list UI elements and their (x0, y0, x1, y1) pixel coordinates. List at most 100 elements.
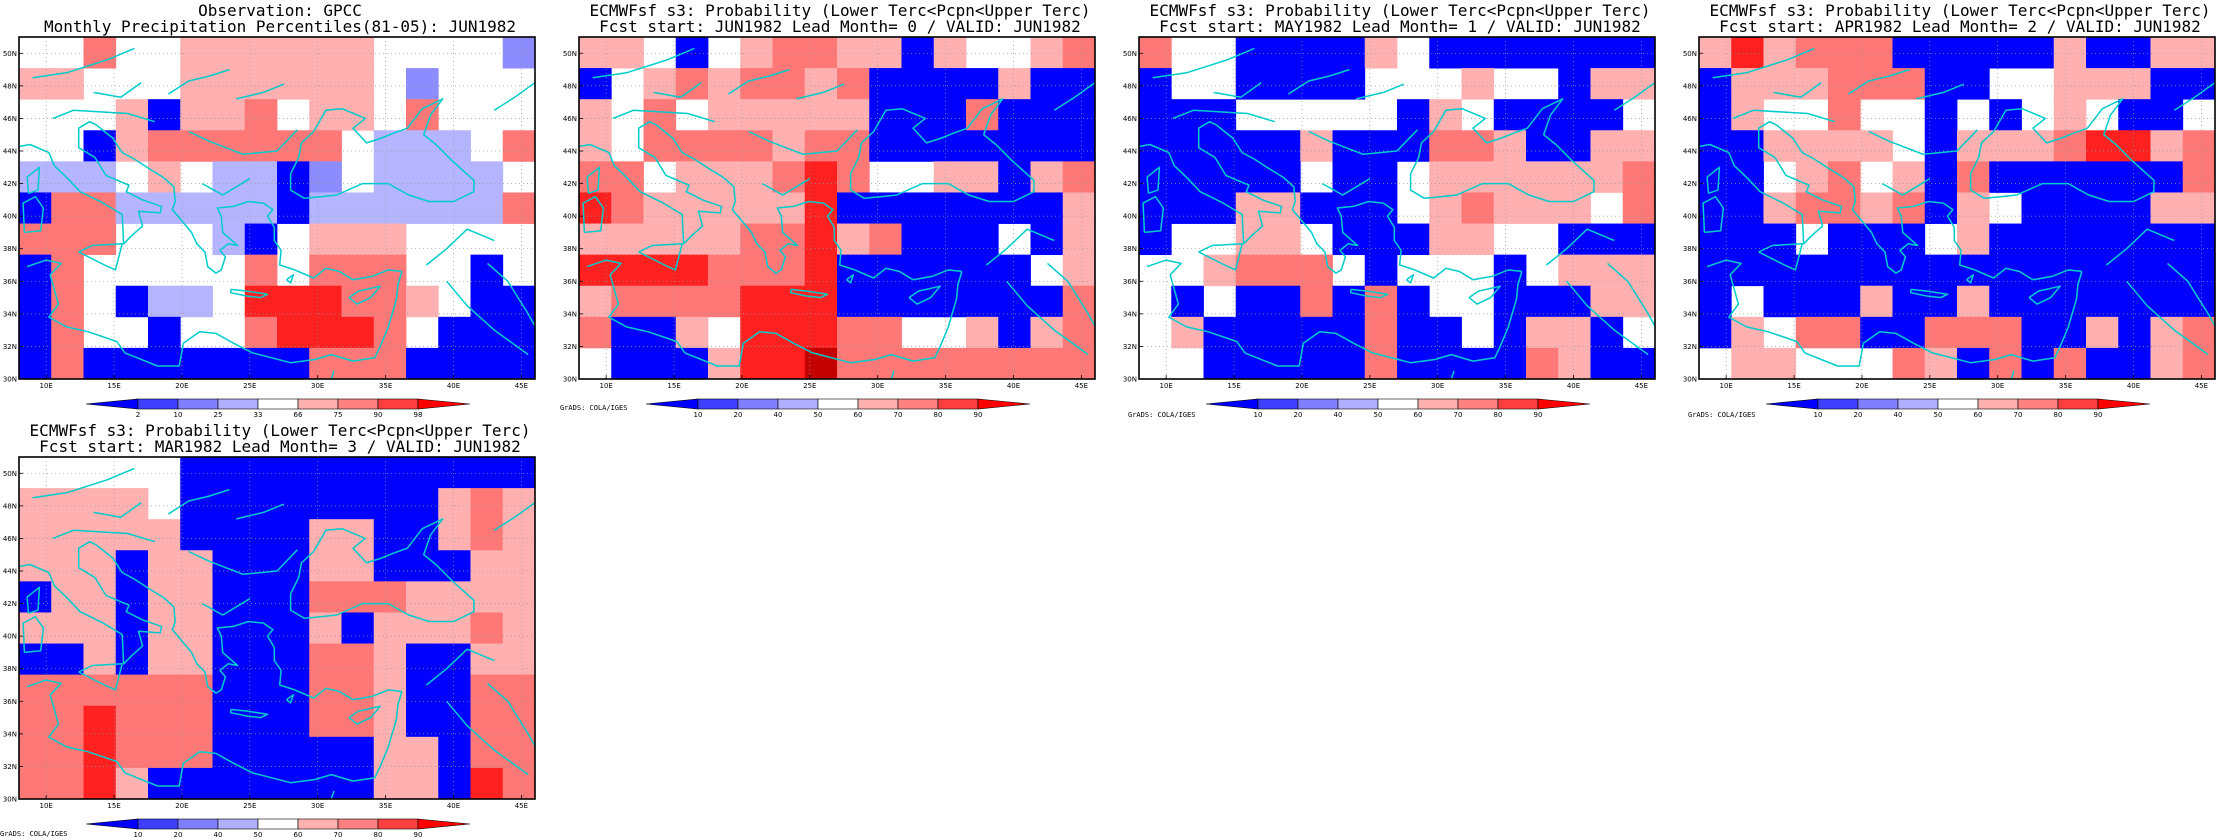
grid-cell (1300, 347, 1333, 380)
grid-cell (1062, 285, 1096, 318)
grid-cell (309, 316, 342, 349)
grid-cell (740, 223, 773, 256)
coastline (790, 288, 829, 299)
grid-cell (1062, 130, 1096, 162)
grid-cell (438, 161, 471, 193)
grid-cell (1332, 316, 1366, 349)
grid-cell (1268, 192, 1301, 224)
grid-cell (1924, 130, 1958, 162)
lat-tick-label: 38N (3, 665, 17, 673)
lat-tick-label: 44N (1683, 148, 1697, 156)
grid-cell (869, 37, 902, 69)
grid-cell (1300, 192, 1333, 224)
grid-cell (2118, 254, 2151, 287)
grid-cell (1030, 347, 1064, 380)
colorbar-segment (1377, 398, 1419, 410)
lat-tick-label: 42N (3, 180, 17, 188)
lat-tick-label: 30N (1683, 376, 1697, 384)
grid-cell (212, 643, 246, 676)
grid-cell (373, 488, 407, 520)
grid-cell (1989, 130, 2022, 162)
grid-cell (740, 37, 773, 69)
grid-cell (837, 68, 870, 100)
grid-cell (1763, 285, 1797, 318)
grid-cell (341, 285, 375, 318)
grid-cell (406, 488, 439, 520)
lon-tick-label: 35E (2059, 382, 2072, 390)
coastline (1966, 274, 1975, 284)
grid-cell (341, 68, 375, 100)
grid-cell (373, 161, 407, 193)
grid-cell (1795, 130, 1829, 162)
grid-cell (1397, 223, 1430, 256)
grid-cell (180, 581, 213, 613)
colorbar-label: 50 (1934, 411, 1943, 419)
grid-cell (2053, 192, 2087, 224)
grid-cell (1892, 161, 1926, 193)
colorbar-segment (177, 818, 219, 830)
grid-cell (502, 457, 536, 489)
grid-cell (277, 705, 310, 738)
coastline (93, 501, 142, 519)
grid-cell (1332, 37, 1366, 69)
grid-cell (277, 457, 310, 489)
grid-cell (1493, 37, 1527, 69)
coastline (487, 262, 535, 328)
colorbar-label: 40 (214, 831, 223, 839)
grid-cell (1731, 37, 1764, 69)
lat-tick-label: 40N (3, 213, 17, 221)
grid-cell (406, 643, 439, 676)
colorbar-segment (297, 398, 339, 410)
lon-tick-label: 20E (735, 382, 748, 390)
colorbar-label: 20 (1854, 411, 1863, 419)
grid-cell (1795, 285, 1829, 318)
grid-cell (1828, 37, 1861, 69)
grid-cell (2053, 37, 2087, 69)
panel-title: ECMWFsf s3: Probability (Lower Terc<Pcpn… (1709, 1, 2211, 20)
colorbar-segment (337, 398, 379, 410)
grid-cell (1526, 99, 1559, 131)
grid-cell (180, 767, 213, 800)
grid-cell (2182, 285, 2216, 318)
lat-tick-label: 38N (1683, 245, 1697, 253)
lat-tick-label: 50N (563, 50, 577, 58)
grid-cell (470, 767, 504, 800)
grid-cell (1957, 254, 1990, 287)
grid-cell (1268, 68, 1301, 100)
grid-cell (1828, 285, 1861, 318)
grid-cell (180, 457, 213, 489)
lat-labels: 50N 48N 46N 44N 42N 40N 38N 36N 34N 32N 30N (3, 50, 17, 384)
grid-cell (1030, 192, 1064, 224)
grid-cell (740, 347, 773, 380)
grid-cell (869, 285, 902, 318)
grid-cell (180, 519, 213, 551)
grid-cell (1924, 161, 1958, 193)
grid-cell (438, 130, 471, 162)
colorbar-segment (737, 398, 779, 410)
grid-cell (115, 581, 149, 613)
colorbar-label: 70 (894, 411, 903, 419)
grid-cell (1268, 223, 1301, 256)
grid-cell (708, 254, 741, 287)
grid-cell (1203, 254, 1237, 287)
grid-cell (373, 347, 407, 380)
coastline (653, 81, 702, 99)
lat-tick-label: 42N (1123, 180, 1137, 188)
grid-cell (1763, 347, 1797, 380)
grid-cell (1558, 223, 1591, 256)
colorbar-segment (1857, 398, 1899, 410)
grid-cell (1828, 99, 1861, 131)
coastline (26, 259, 253, 367)
grid-cell (1429, 130, 1462, 162)
grid-cell (837, 347, 870, 380)
grid-cell (309, 705, 342, 738)
grid-cell (1795, 316, 1829, 349)
colorbar-label: 90 (414, 831, 423, 839)
grads-credit: GrADS: COLA/IGES (560, 404, 628, 412)
grid-cell (115, 347, 149, 380)
coastlines (1699, 47, 2215, 379)
grid-cell (373, 285, 407, 318)
grid-cell (406, 519, 439, 551)
grid-cell (740, 254, 773, 287)
coastline (262, 622, 402, 701)
